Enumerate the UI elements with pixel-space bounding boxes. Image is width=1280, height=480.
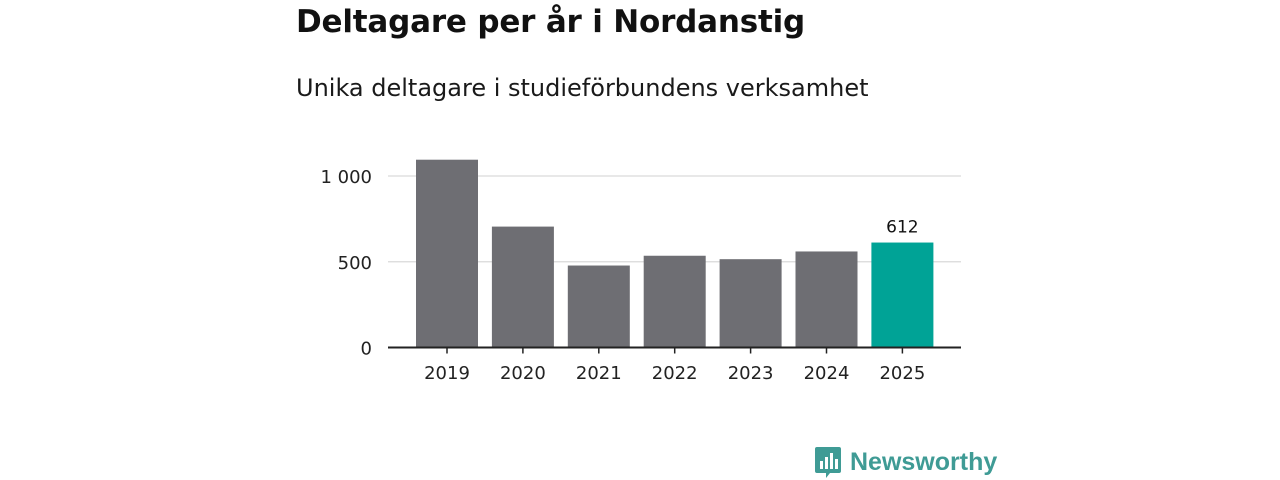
chart-title: Deltagare per år i Nordanstig	[296, 4, 806, 40]
bar-2022	[643, 255, 706, 348]
y-tick-label: 500	[338, 253, 372, 274]
brand-name: Newsworthy	[850, 447, 998, 476]
x-tick-label: 2025	[879, 363, 925, 384]
x-tick-label: 2019	[424, 363, 470, 384]
x-tick-label: 2024	[804, 363, 850, 384]
x-tick-label: 2023	[728, 363, 774, 384]
bar-2021	[567, 265, 630, 348]
x-tick-label: 2020	[500, 363, 546, 384]
y-tick-label: 0	[361, 339, 372, 360]
x-tick-label: 2021	[576, 363, 622, 384]
bar-2024	[795, 251, 858, 348]
bar-2023	[719, 259, 782, 348]
x-tick-label: 2022	[652, 363, 698, 384]
bar-2019	[416, 159, 478, 348]
brand-logo: Newsworthy	[814, 444, 997, 480]
y-tick-label: 1 000	[320, 167, 372, 188]
bar-2020	[491, 226, 554, 348]
bar-2025	[871, 242, 934, 348]
chart-subtitle: Unika deltagare i studieförbundens verks…	[296, 74, 869, 102]
newsworthy-logo-icon	[815, 447, 841, 478]
data-label: 612	[886, 218, 918, 238]
